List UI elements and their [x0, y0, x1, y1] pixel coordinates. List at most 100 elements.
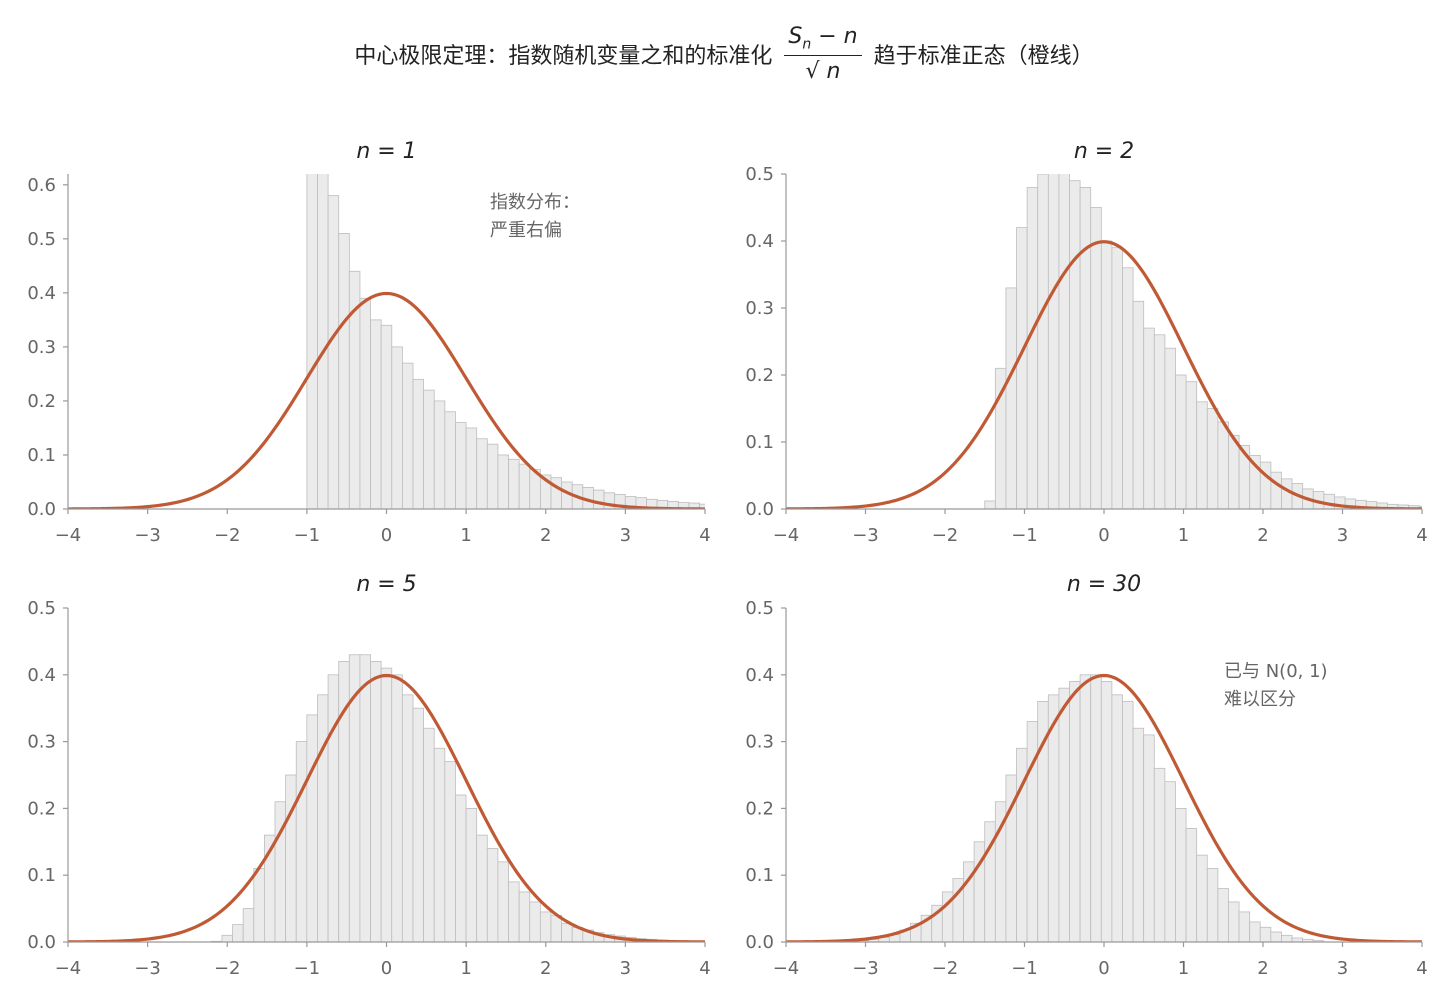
histogram-bar	[327, 195, 340, 509]
y-tick-label: 0.4	[745, 665, 774, 686]
y-tick-label: 0.3	[745, 298, 774, 319]
histogram-bar	[242, 908, 255, 942]
x-tick-label: 1	[1178, 525, 1189, 546]
histogram-bar	[423, 389, 435, 509]
histogram-bar	[455, 794, 467, 942]
y-tick-label: 0.1	[745, 865, 774, 886]
histogram-bar	[1175, 374, 1187, 509]
fraction-denominator: √ n	[805, 59, 841, 85]
x-tick-label: 3	[1337, 958, 1348, 979]
x-tick-label: −4	[773, 525, 800, 546]
histogram-bar	[253, 868, 265, 942]
x-tick-label: 1	[1178, 958, 1189, 979]
histogram-bar	[1079, 186, 1092, 509]
histogram-bar	[539, 911, 552, 942]
histogram-bar	[508, 881, 520, 942]
histogram-bar	[317, 174, 329, 509]
normal-density-curve	[68, 673, 705, 942]
panel-annotation: 难以区分	[1224, 689, 1296, 710]
x-tick-label: −4	[773, 958, 800, 979]
x-tick-label: 2	[1257, 525, 1268, 546]
histogram	[306, 174, 705, 509]
histogram-bar	[380, 667, 393, 942]
histogram-bar	[1058, 174, 1070, 509]
histogram-bar	[1143, 734, 1155, 942]
histogram-bar	[1100, 681, 1113, 942]
normal-density-curve	[68, 291, 705, 509]
histogram-bar	[1196, 401, 1208, 509]
x-tick-label: −3	[134, 958, 161, 979]
x-tick-label: −3	[134, 525, 161, 546]
fraction-numerator: Sn − n	[784, 24, 862, 57]
x-tick-label: −2	[214, 525, 241, 546]
y-tick-label: 0.3	[745, 732, 774, 753]
histogram-bar	[550, 914, 562, 942]
histogram-bar	[1281, 478, 1293, 509]
histogram-bar	[486, 443, 499, 509]
x-tick-label: −3	[852, 525, 879, 546]
x-tick-label: 1	[460, 525, 471, 546]
title-prefix: 中心极限定理：指数随机变量之和的标准化	[354, 44, 773, 69]
x-tick-label: 0	[381, 525, 392, 546]
x-tick-label: −4	[55, 525, 82, 546]
histogram-bar	[370, 661, 382, 942]
y-tick-label: 0.5	[745, 164, 774, 185]
histogram-bar	[1111, 247, 1123, 509]
histogram-bar	[593, 489, 605, 509]
histogram-bar	[1238, 911, 1251, 942]
histogram-bar	[1100, 240, 1113, 509]
panel-1: −4 −3 −2 −1 0 1 2 3 4 0.0 0.1 0.2 0.3 0.4 0.5 0.6 n = 1 指…	[27, 139, 710, 546]
x-tick-label: −2	[932, 958, 959, 979]
histogram-bar	[402, 362, 414, 509]
x-tick-label: 4	[699, 958, 710, 979]
histogram-bar	[1323, 493, 1335, 509]
histogram-bar	[1206, 868, 1219, 942]
x-tick-label: 2	[540, 958, 551, 979]
histogram-bar	[401, 694, 414, 942]
y-tick-label: 0.0	[745, 932, 774, 953]
x-tick-label: −4	[55, 958, 82, 979]
histogram-bar	[497, 454, 509, 509]
histogram-bar	[1047, 174, 1060, 509]
histogram-bar	[391, 674, 403, 942]
y-tick-label: 0.2	[745, 365, 774, 386]
y-tick-label: 0.5	[27, 598, 56, 619]
y-tick-label: 0.4	[27, 283, 56, 304]
histogram-bar	[518, 891, 531, 942]
x-tick-label: 1	[460, 958, 471, 979]
histogram-bar	[1143, 327, 1155, 509]
normal-density-curve	[786, 673, 1422, 942]
histogram-bar	[317, 694, 329, 942]
histogram-bar	[465, 427, 478, 509]
panel-title: n = 5	[356, 572, 416, 597]
x-tick-label: 4	[1416, 958, 1427, 979]
panel-annotation: 严重右偏	[490, 220, 562, 241]
y-tick-label: 0.2	[745, 798, 774, 819]
histogram-bar	[1249, 921, 1261, 942]
histogram-bar	[412, 378, 425, 509]
panel-3: −4 −3 −2 −1 0 1 2 3 4 0.0 0.1 0.2 0.3 0.4 0.5 n = 5	[27, 572, 710, 979]
histogram-bar	[306, 714, 318, 942]
histogram-bar	[465, 808, 478, 942]
histogram-bar	[1069, 681, 1081, 942]
histogram-bar	[1132, 727, 1145, 942]
x-tick-label: −1	[1011, 958, 1038, 979]
histogram-bar	[561, 922, 573, 942]
histogram-bar	[1164, 347, 1176, 509]
y-tick-label: 0.2	[27, 391, 56, 412]
y-tick-label: 0.2	[27, 798, 56, 819]
title-suffix: 趋于标准正态（橙线）	[873, 44, 1094, 69]
title-fraction: Sn − n √ n	[784, 24, 862, 85]
histogram-bar	[338, 233, 350, 509]
histogram-bar	[1111, 694, 1123, 942]
x-tick-label: 3	[620, 958, 631, 979]
histogram-bar	[359, 654, 371, 942]
y-tick-label: 0.6	[27, 175, 56, 196]
histogram-bar	[1270, 931, 1282, 942]
histogram-bar	[508, 458, 520, 509]
y-tick-label: 0.1	[27, 445, 56, 466]
histogram-bar	[232, 924, 244, 942]
histogram-bar	[221, 934, 233, 942]
histogram-bar	[1175, 808, 1187, 942]
